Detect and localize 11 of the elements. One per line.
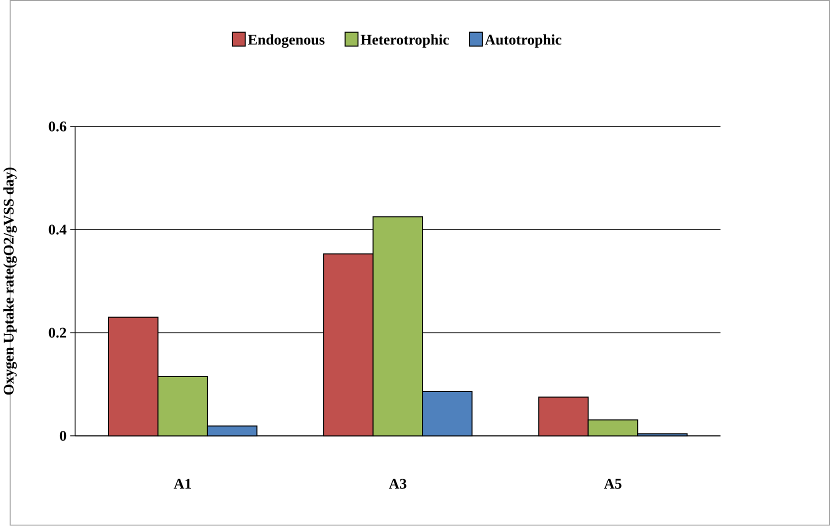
y-axis-title: Oxygen Uptake rate(gO2/gVSS day) xyxy=(3,168,17,395)
x-tick-label: A1 xyxy=(174,478,191,489)
x-tick-label: A3 xyxy=(388,478,406,489)
legend-label: Heterotrophic xyxy=(360,34,449,48)
y-tick-label: 0.2 xyxy=(48,328,66,338)
x-tick-label: A5 xyxy=(604,478,622,489)
legend-label: Autotrophic xyxy=(485,34,562,48)
y-tick-label: 0.6 xyxy=(48,122,66,132)
y-tick-label: 0.4 xyxy=(48,224,66,235)
legend-label: Endogenous xyxy=(248,34,325,48)
y-tick-label: 0 xyxy=(60,430,66,441)
